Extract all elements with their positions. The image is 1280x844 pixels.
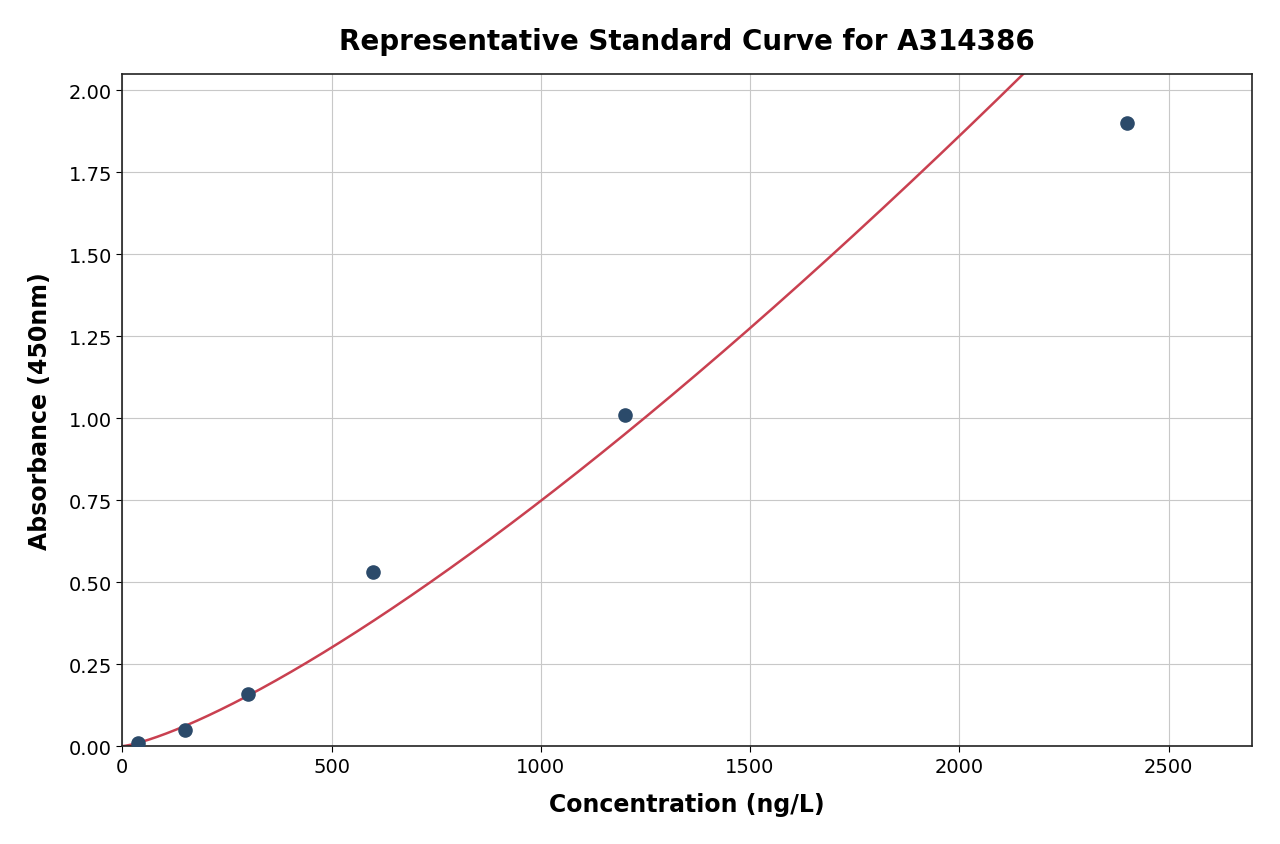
X-axis label: Concentration (ng/L): Concentration (ng/L) — [549, 793, 826, 816]
Point — [175, 723, 196, 737]
Point — [128, 736, 148, 749]
Y-axis label: Absorbance (450nm): Absorbance (450nm) — [28, 272, 51, 549]
Point — [1116, 117, 1137, 131]
Point — [614, 408, 635, 422]
Point — [364, 565, 384, 579]
Point — [238, 687, 259, 701]
Title: Representative Standard Curve for A314386: Representative Standard Curve for A31438… — [339, 28, 1036, 56]
